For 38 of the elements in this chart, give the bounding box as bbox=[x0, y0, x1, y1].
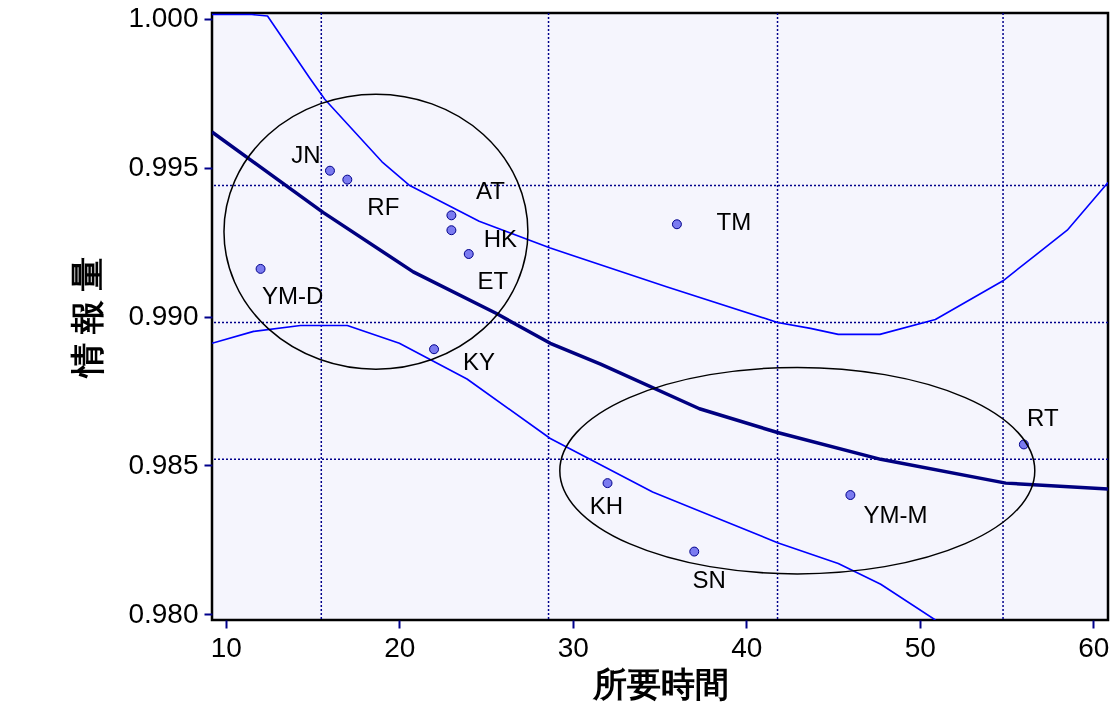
annotation: KY bbox=[463, 348, 496, 376]
point bbox=[429, 344, 440, 355]
line-series bbox=[212, 13, 1108, 336]
point bbox=[342, 174, 353, 185]
y-axis-title: 情 報 量 bbox=[68, 256, 107, 380]
x-tick-label: 40 bbox=[731, 631, 763, 663]
annotation: ET bbox=[477, 267, 509, 295]
point bbox=[463, 249, 474, 259]
point bbox=[324, 165, 335, 176]
x-axis-title: 所要時間 bbox=[591, 664, 729, 703]
x-tick-label: 60 bbox=[1078, 631, 1110, 663]
y-tick-label: 0.990 bbox=[128, 300, 199, 331]
annotation: AT bbox=[475, 177, 506, 205]
point bbox=[689, 546, 700, 557]
x-tick-label: 20 bbox=[384, 631, 416, 663]
annotation: JN bbox=[291, 140, 321, 168]
y-tick-label: 1.000 bbox=[128, 2, 199, 34]
point bbox=[446, 210, 457, 221]
point bbox=[602, 478, 613, 489]
annotation: KH bbox=[589, 492, 624, 520]
annotation: HK bbox=[483, 225, 518, 253]
point bbox=[845, 490, 856, 500]
annotation: YM-D bbox=[261, 281, 324, 309]
x-tick-label: 50 bbox=[904, 631, 936, 663]
point bbox=[255, 263, 266, 274]
x-tick-label: 10 bbox=[210, 631, 242, 663]
y-tick-label: 0.995 bbox=[128, 151, 199, 183]
line-series bbox=[212, 324, 937, 620]
annotation: TM bbox=[716, 208, 752, 236]
annotation: YM-M bbox=[863, 501, 928, 529]
y-tick-label: 0.985 bbox=[128, 448, 199, 480]
point bbox=[671, 219, 682, 230]
annotation: RF bbox=[367, 192, 400, 220]
x-tick-label: 30 bbox=[557, 631, 589, 663]
point bbox=[446, 225, 457, 236]
y-tick-label: 0.980 bbox=[128, 597, 199, 629]
annotation: SN bbox=[692, 565, 726, 593]
annotation: RT bbox=[1027, 404, 1059, 432]
